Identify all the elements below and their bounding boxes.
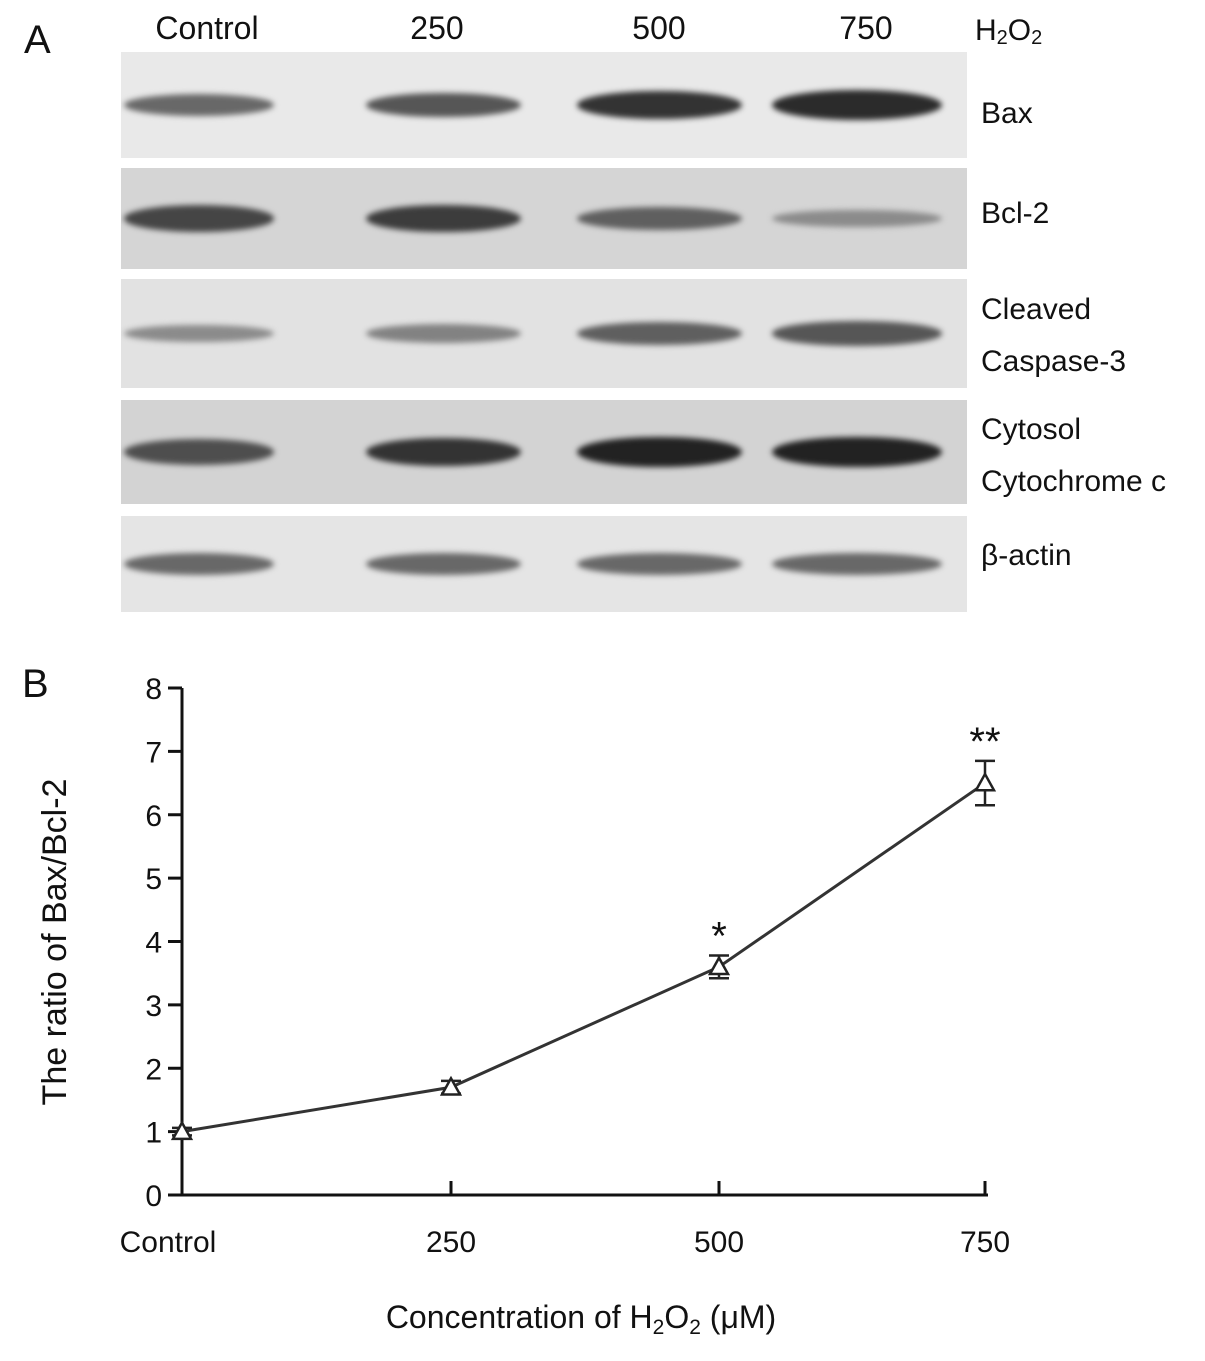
band [124,93,274,117]
blot-bcl2 [121,168,967,269]
y-axis: 0 1 2 3 4 5 6 7 8 [145,673,184,1213]
band [365,92,521,118]
x-tick-label: 750 [960,1226,1010,1259]
blot-label-cytochrome-line-2: Cytochrome c [981,464,1167,498]
treatment-label: H2O2 [975,14,1042,50]
y-tick-label: 4 [145,927,162,960]
lane-label-750: 750 [839,10,893,46]
y-tick-label: 5 [145,863,162,896]
x-axis: Control 250 500 750 [120,1181,1010,1259]
blot-bax [121,52,967,158]
band [772,209,942,228]
blot-label-caspase-line-1: Cleaved [981,293,1092,326]
x-tick-label: Control [120,1226,217,1259]
blot-label-caspase: Cleaved Caspase-3 [981,284,1126,387]
band [124,552,274,576]
treatment-sub-2: 2 [1031,27,1043,49]
band [576,436,742,468]
data-point [439,1075,463,1096]
blot-label-bcl2-line: Bcl-2 [981,197,1050,230]
y-tick-label: 7 [145,736,162,769]
lane-label-control: Control [155,10,259,46]
blot-label-bax-line: Bax [981,97,1033,130]
band [365,324,521,343]
band [772,321,942,346]
y-tick-label: 6 [145,800,162,833]
lane-label-250: 250 [410,10,464,46]
x-label-part-1: Concentration of H [386,1299,653,1335]
y-tick-label: 0 [145,1180,162,1213]
data-point [973,771,997,792]
significance-mark: ** [969,720,1000,764]
series-line [181,781,986,1134]
blot-label-bax: Bax [981,88,1033,140]
band [576,321,742,346]
y-tick-label: 8 [145,673,162,706]
band [124,205,274,232]
band [365,437,521,467]
band [124,439,274,465]
x-label-sub-2: 2 [689,1316,701,1339]
x-axis-label: Concentration of H2O2 (μM) [386,1299,776,1339]
y-tick-label: 1 [145,1117,162,1150]
panel-a-letter: A [24,18,51,62]
x-tick-label: 500 [694,1226,744,1259]
treatment-o: O [1007,14,1032,47]
band [772,552,942,576]
panel-b-letter: B [22,662,49,706]
blot-label-cytochrome-line-1: Cytosol [981,413,1082,446]
x-label-sub-1: 2 [653,1316,665,1339]
band [772,436,942,468]
y-axis-label: The ratio of Bax/Bcl-2 [36,779,74,1106]
data-point [707,955,731,976]
x-tick-label: 250 [426,1226,476,1259]
x-label-part-3: (μM) [701,1299,776,1335]
blot-label-bcl2: Bcl-2 [981,188,1049,240]
x-label-part-2: O [664,1299,689,1335]
band [576,90,742,120]
data-point [170,1120,194,1141]
blot-cytochrome-c [121,400,967,504]
blot-beta-actin [121,516,967,612]
blot-label-caspase-line-2: Caspase-3 [981,344,1127,378]
band [576,206,742,231]
band [576,552,742,576]
band [365,552,521,576]
band [772,90,942,120]
treatment-sub-1: 2 [996,27,1008,49]
blot-label-cytochrome: Cytosol Cytochrome c [981,404,1166,507]
lane-label-500: 500 [632,10,686,46]
significance-mark: * [711,914,727,958]
band [124,324,274,343]
series-bax-bcl2-ratio: *** [170,720,1001,1141]
y-tick-label: 3 [145,990,162,1023]
treatment-h: H [975,14,997,47]
band [365,204,521,233]
blot-label-actin-line: β-actin [981,539,1072,572]
blot-cleaved-caspase3 [121,279,967,388]
blot-label-actin: β-actin [981,530,1072,582]
y-tick-label: 2 [145,1053,162,1086]
